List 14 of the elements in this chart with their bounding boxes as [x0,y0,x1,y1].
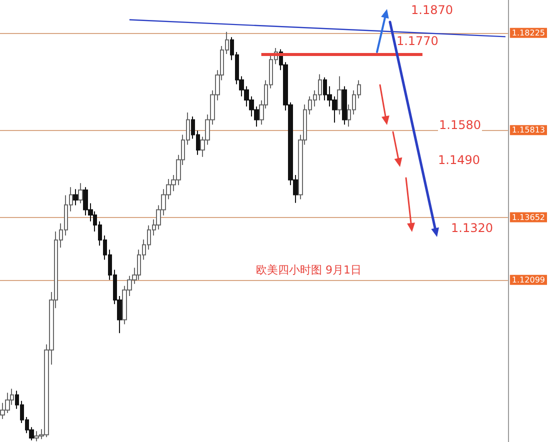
candlestick [78,182,83,204]
annotation: 1.1580 [439,118,481,132]
candlestick [337,76,342,116]
ref-line-label: 1.1770 [396,34,438,48]
annotation: 1.1490 [438,153,480,167]
y-tick-label: 1.15813 [512,126,546,135]
annotation: 1.1870 [411,3,453,17]
annotation: 1.1320 [451,221,493,235]
y-tick-label: 1.13652 [512,212,546,222]
candlestick [342,86,347,126]
y-tick-label: 1.18225 [512,28,546,38]
annotation: 欧美四小时图 9月1日 [256,264,362,276]
y-tick-label: 1.12099 [512,275,546,284]
candlestick [73,188,78,206]
